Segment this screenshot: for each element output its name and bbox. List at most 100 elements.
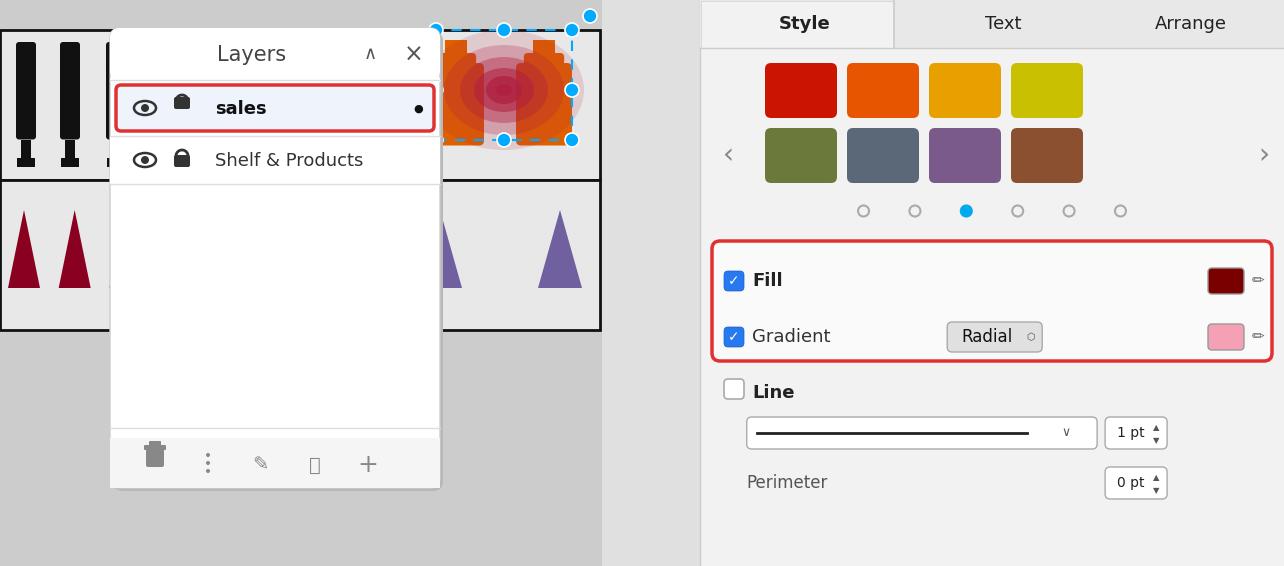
FancyBboxPatch shape — [214, 53, 273, 145]
FancyBboxPatch shape — [1106, 417, 1167, 449]
FancyBboxPatch shape — [1011, 128, 1082, 183]
FancyBboxPatch shape — [60, 42, 80, 139]
FancyBboxPatch shape — [724, 271, 743, 291]
Bar — [0, 180, 200, 330]
Polygon shape — [538, 210, 582, 288]
Bar — [155, 139, 166, 157]
FancyBboxPatch shape — [765, 128, 837, 183]
FancyBboxPatch shape — [1208, 324, 1244, 350]
Ellipse shape — [429, 83, 443, 97]
Ellipse shape — [205, 453, 211, 457]
Ellipse shape — [565, 133, 579, 147]
Ellipse shape — [583, 9, 597, 23]
Text: Shelf & Products: Shelf & Products — [214, 152, 363, 170]
Polygon shape — [419, 210, 462, 288]
FancyBboxPatch shape — [1011, 63, 1082, 118]
Bar — [700, 0, 1284, 566]
Polygon shape — [338, 210, 383, 288]
FancyBboxPatch shape — [107, 42, 126, 139]
Bar — [701, 1, 894, 48]
FancyBboxPatch shape — [110, 28, 440, 80]
Text: Gradient: Gradient — [752, 328, 831, 346]
Bar — [110, 139, 121, 157]
Ellipse shape — [474, 68, 534, 112]
FancyBboxPatch shape — [1106, 467, 1167, 499]
Text: Text: Text — [985, 15, 1022, 33]
Bar — [0, 30, 200, 180]
Text: Fill: Fill — [752, 272, 783, 290]
FancyBboxPatch shape — [110, 28, 440, 488]
Text: +: + — [357, 453, 379, 477]
FancyBboxPatch shape — [724, 379, 743, 399]
Ellipse shape — [496, 84, 512, 96]
Text: ▼: ▼ — [1153, 436, 1159, 444]
Polygon shape — [160, 210, 193, 288]
Ellipse shape — [487, 76, 523, 104]
Text: Perimeter: Perimeter — [747, 474, 828, 492]
Ellipse shape — [141, 104, 149, 112]
Text: ‹: ‹ — [723, 141, 733, 169]
Text: ∧: ∧ — [365, 45, 377, 63]
FancyBboxPatch shape — [428, 63, 484, 145]
Text: ✓: ✓ — [728, 274, 740, 288]
Bar — [107, 157, 125, 166]
Bar — [0, 0, 602, 566]
Ellipse shape — [565, 23, 579, 37]
FancyBboxPatch shape — [304, 53, 363, 145]
FancyBboxPatch shape — [113, 31, 443, 491]
FancyBboxPatch shape — [948, 322, 1043, 352]
FancyBboxPatch shape — [144, 445, 166, 450]
Bar — [700, 0, 1284, 48]
FancyBboxPatch shape — [847, 63, 919, 118]
Text: ⧉: ⧉ — [309, 456, 321, 474]
Text: ›: › — [1258, 141, 1270, 169]
Ellipse shape — [141, 156, 149, 164]
Text: ▲: ▲ — [1153, 473, 1159, 482]
FancyBboxPatch shape — [847, 128, 919, 183]
Bar — [446, 40, 466, 55]
Bar — [62, 157, 80, 166]
Ellipse shape — [497, 133, 511, 147]
Bar — [200, 180, 401, 330]
Text: ▼: ▼ — [1153, 486, 1159, 495]
Bar — [110, 78, 440, 82]
Text: ✏: ✏ — [1252, 273, 1265, 289]
Bar — [200, 30, 401, 180]
Ellipse shape — [205, 469, 211, 473]
Text: ∨: ∨ — [1061, 427, 1070, 440]
Bar — [65, 139, 74, 157]
Bar — [110, 136, 440, 184]
FancyBboxPatch shape — [150, 42, 169, 139]
Bar — [533, 40, 555, 55]
Bar — [17, 157, 35, 166]
Ellipse shape — [424, 30, 584, 150]
Text: ✎: ✎ — [252, 456, 268, 474]
FancyBboxPatch shape — [747, 417, 1097, 449]
Ellipse shape — [444, 45, 564, 135]
Text: Layers: Layers — [217, 45, 286, 65]
FancyBboxPatch shape — [724, 327, 743, 347]
Ellipse shape — [429, 23, 443, 37]
Bar — [152, 157, 169, 166]
Text: Arrange: Arrange — [1154, 15, 1226, 33]
Polygon shape — [8, 210, 40, 288]
Ellipse shape — [497, 23, 511, 37]
FancyBboxPatch shape — [930, 63, 1002, 118]
Text: sales: sales — [214, 100, 267, 118]
Text: Line: Line — [752, 384, 795, 402]
FancyBboxPatch shape — [516, 63, 571, 145]
Polygon shape — [109, 210, 141, 288]
FancyBboxPatch shape — [116, 85, 434, 131]
Ellipse shape — [460, 57, 548, 123]
Text: ⬡: ⬡ — [1026, 332, 1035, 342]
Text: 0 pt: 0 pt — [1117, 476, 1145, 490]
FancyBboxPatch shape — [149, 441, 160, 447]
FancyBboxPatch shape — [524, 53, 564, 65]
Text: ▲: ▲ — [1153, 423, 1159, 432]
FancyBboxPatch shape — [713, 241, 1272, 361]
FancyBboxPatch shape — [1208, 268, 1244, 294]
Polygon shape — [218, 210, 262, 288]
Ellipse shape — [429, 133, 443, 147]
FancyBboxPatch shape — [765, 63, 837, 118]
Text: Radial: Radial — [962, 328, 1013, 346]
